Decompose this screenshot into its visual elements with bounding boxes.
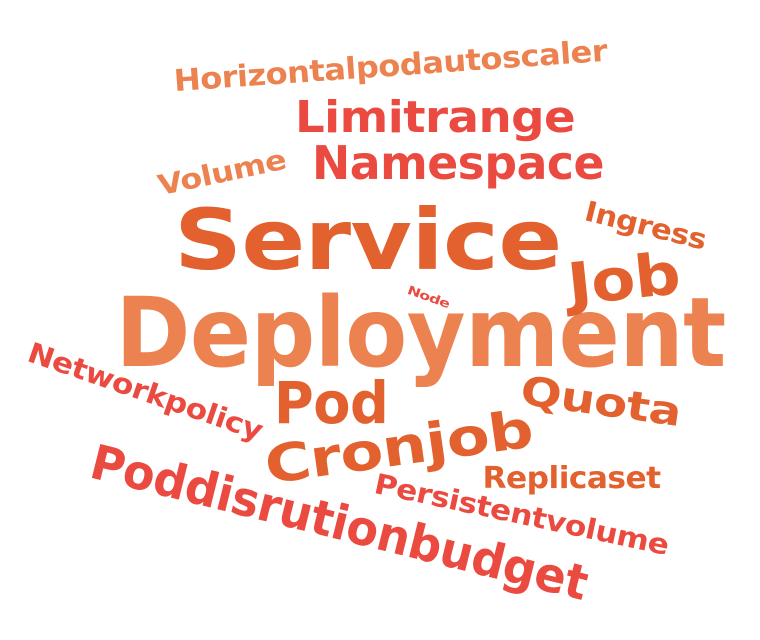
word-service: Service	[174, 191, 562, 289]
word-namespace: Namespace	[312, 136, 604, 190]
word-pod: Pod	[274, 369, 389, 437]
word-deployment: Deployment	[114, 277, 726, 389]
word-replicaset: Replicaset	[481, 461, 661, 496]
word-limitrange: Limitrange	[294, 92, 576, 143]
word-job: Job	[563, 239, 683, 319]
word-horizontalpodautoscaler: Horizontalpodautoscaler	[172, 33, 608, 100]
